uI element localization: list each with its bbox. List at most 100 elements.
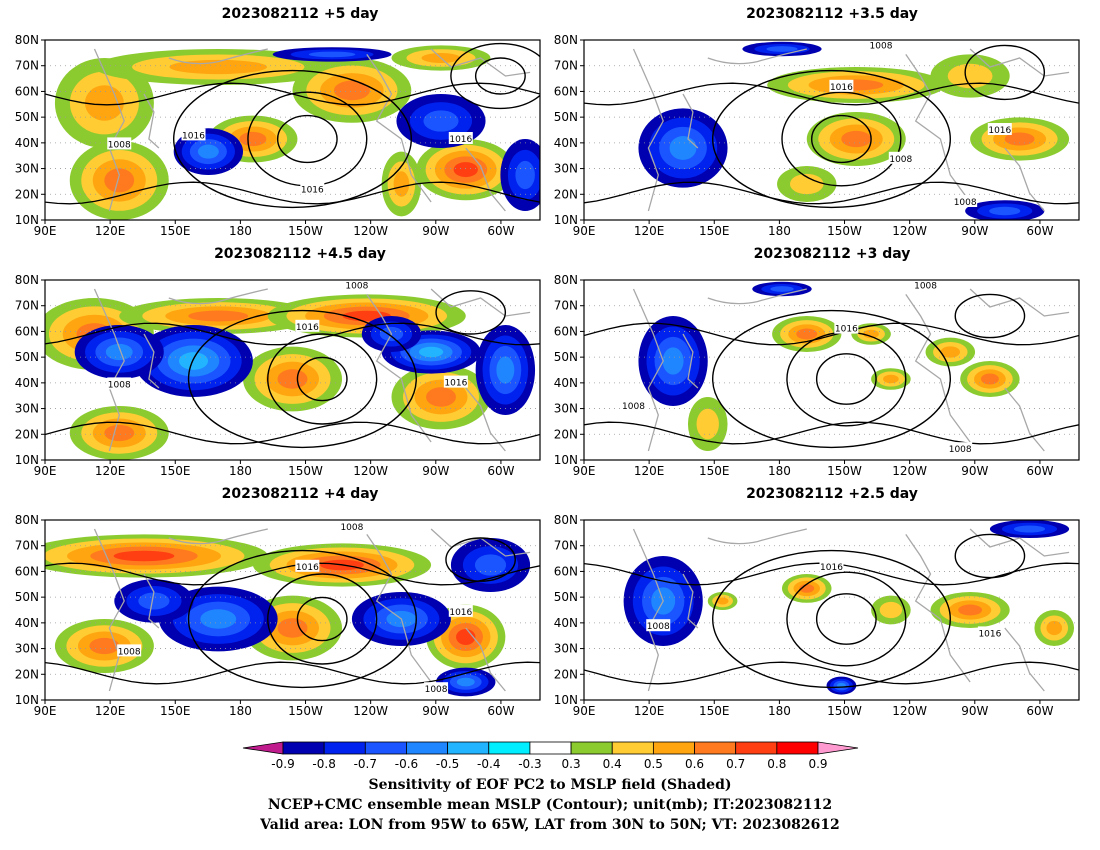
coastline: [168, 48, 268, 65]
contour-label-background: [621, 399, 646, 411]
mslp-contour: [45, 181, 540, 205]
lon-label: 120W: [353, 704, 388, 718]
positive-sensitivity-area: [879, 601, 903, 619]
contour-label: 1008: [647, 622, 670, 632]
negative-sensitivity-area: [515, 160, 535, 190]
colorbar-tick-label: 0.3: [561, 757, 581, 771]
mslp-contour: [964, 44, 1046, 101]
caption-line-2: NCEP+CMC ensemble mean MSLP (Contour); u…: [267, 797, 833, 813]
lat-label: 10N: [15, 453, 39, 467]
colorbar-tick-label: -0.9: [271, 757, 295, 771]
contour-label-background: [344, 280, 369, 291]
negative-sensitivity-area: [474, 554, 507, 576]
map-panel-1: 1008 1016 1016 1016: [45, 40, 540, 220]
colorbar-tick-label: -0.3: [518, 757, 542, 771]
lon-label: 90W: [422, 704, 449, 718]
positive-sensitivity-area: [958, 604, 983, 616]
lat-label: 50N: [15, 110, 39, 124]
colorbar-segment: [529, 741, 572, 755]
positive-sensitivity-area: [947, 63, 993, 89]
lon-label: 120E: [95, 704, 126, 718]
lat-label: 10N: [554, 213, 578, 227]
positive-sensitivity-area: [716, 597, 729, 605]
lon-label: 150W: [827, 704, 862, 718]
colorbar-segment: [488, 741, 531, 755]
panel-title-6: 2023082112 +2.5 day: [746, 486, 918, 502]
map-panel-3: 1008 1016 1016 1008: [45, 280, 540, 460]
lat-label: 60N: [15, 84, 39, 98]
colorbar-high-triangle: [817, 741, 859, 755]
lat-label: 70N: [554, 59, 578, 73]
coastline: [143, 93, 160, 149]
lat-label: 70N: [15, 59, 39, 73]
lon-label: 60W: [1026, 704, 1053, 718]
lat-label: 70N: [15, 299, 39, 313]
mslp-contour: [786, 571, 907, 667]
positive-sensitivity-area: [883, 374, 899, 384]
lon-label: 90E: [573, 704, 596, 718]
lat-label: 70N: [554, 539, 578, 553]
lat-label: 20N: [15, 187, 39, 201]
contour-label-background: [977, 626, 1002, 639]
coastline: [168, 528, 268, 545]
positive-sensitivity-area: [453, 162, 478, 178]
coastline: [465, 387, 506, 452]
coastline: [969, 48, 1070, 77]
colorbar-segment: [282, 741, 325, 755]
contour-label: 1008: [425, 685, 448, 695]
coastline: [905, 534, 971, 683]
colorbar-segment: [447, 741, 490, 755]
mslp-contour: [781, 91, 902, 187]
lon-label: 150W: [288, 224, 323, 238]
lon-label: 90W: [961, 704, 988, 718]
mslp-contour: [45, 421, 540, 445]
mslp-contour: [435, 290, 507, 335]
coastline: [682, 333, 699, 389]
lon-label: 120E: [634, 464, 665, 478]
contour-label: 1008: [340, 523, 363, 533]
negative-sensitivity-area: [669, 136, 697, 160]
map-frame: [44, 519, 541, 701]
contour-label-background: [117, 644, 142, 657]
negative-sensitivity-area: [1013, 525, 1046, 533]
coastline: [366, 294, 432, 443]
positive-sensitivity-area: [940, 346, 961, 358]
contour-label-background: [834, 321, 859, 334]
lon-label: 150E: [699, 464, 730, 478]
lat-label: 30N: [554, 162, 578, 176]
lon-label: 150W: [827, 224, 862, 238]
negative-sensitivity-area: [138, 592, 170, 610]
mslp-contour: [276, 114, 338, 164]
mslp-contour: [815, 353, 877, 405]
lon-label: 90E: [573, 464, 596, 478]
contour-label: 1016: [835, 325, 858, 335]
lat-label: 80N: [554, 33, 578, 47]
lon-label: 180: [229, 224, 252, 238]
lon-label: 180: [768, 224, 791, 238]
map-frame: [583, 519, 1080, 701]
lon-label: 60W: [1026, 464, 1053, 478]
lon-label: 60W: [487, 224, 514, 238]
positive-sensitivity-area: [841, 130, 872, 148]
contour-label-background: [913, 280, 938, 291]
lat-label: 10N: [15, 693, 39, 707]
mslp-contour: [187, 309, 417, 449]
mslp-contour: [584, 421, 1079, 445]
colorbar-segment: [364, 741, 407, 755]
colorbar-tick-label: -0.4: [477, 757, 501, 771]
coastline: [430, 48, 531, 77]
contour-label-background: [448, 604, 473, 617]
lon-label: 150E: [699, 224, 730, 238]
colorbar-tick-label: -0.7: [353, 757, 378, 771]
lat-label: 50N: [15, 350, 39, 364]
lat-label: 40N: [554, 376, 578, 390]
lat-label: 50N: [554, 590, 578, 604]
lat-label: 20N: [15, 667, 39, 681]
lon-label: 180: [229, 464, 252, 478]
lat-label: 60N: [554, 84, 578, 98]
colorbar-segment: [776, 741, 819, 755]
lat-label: 80N: [15, 33, 39, 47]
lat-label: 40N: [15, 376, 39, 390]
lat-label: 20N: [554, 667, 578, 681]
contour-label: 1008: [914, 281, 937, 291]
